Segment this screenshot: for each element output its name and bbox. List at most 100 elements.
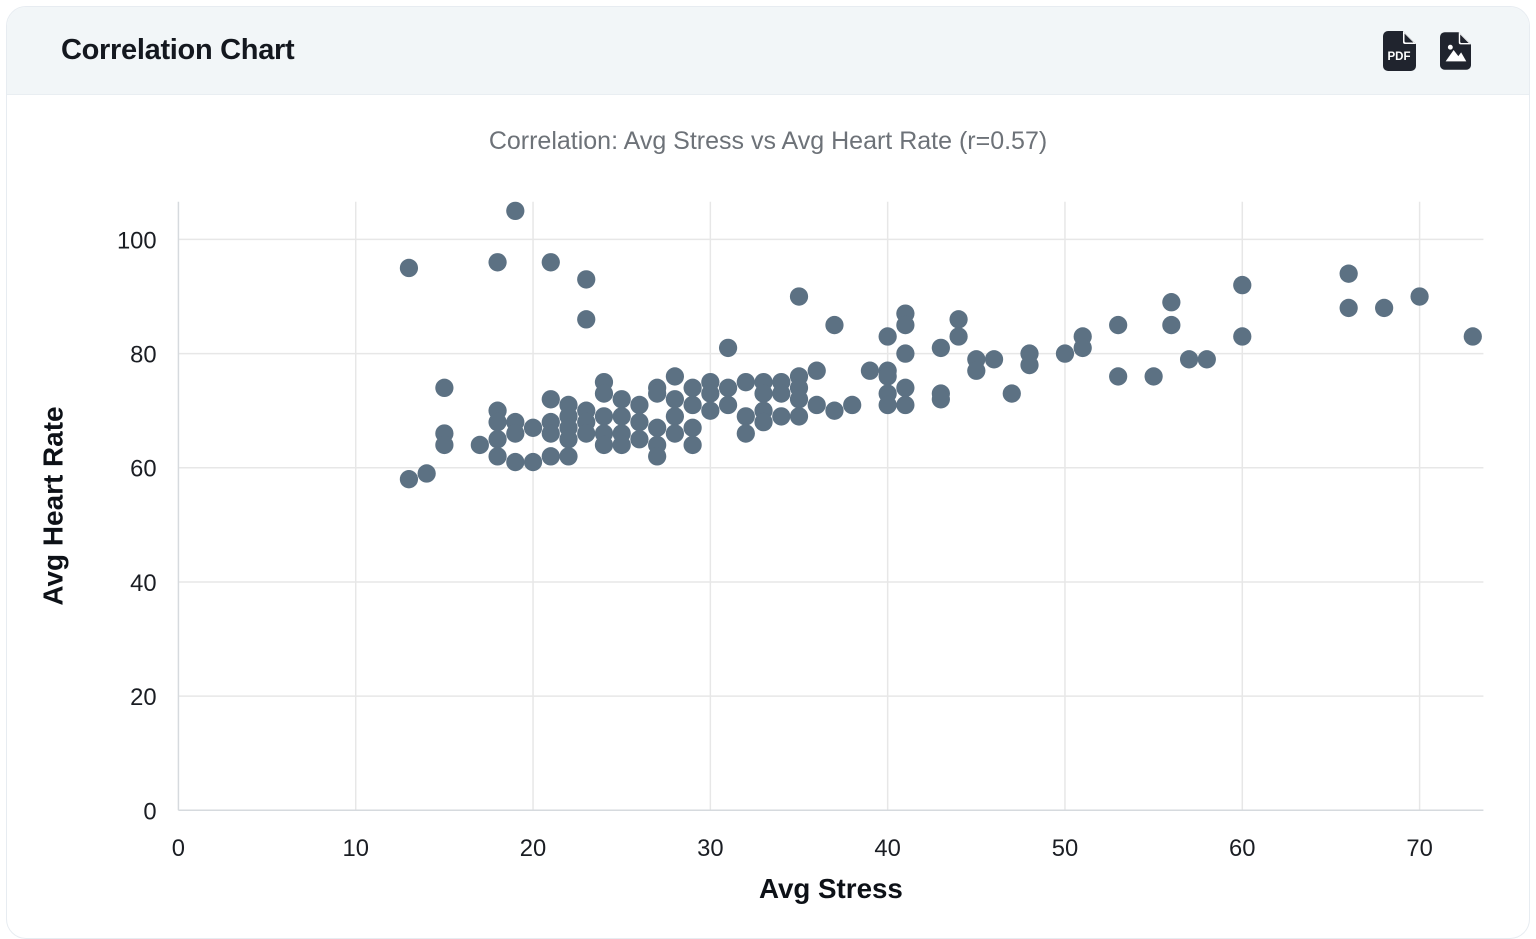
data-point <box>488 412 507 432</box>
data-point <box>789 287 809 306</box>
data-point <box>1339 264 1358 283</box>
data-point <box>665 367 685 386</box>
data-point <box>612 390 631 409</box>
pdf-file-icon: PDF <box>1383 30 1416 71</box>
image-icon-dot <box>1447 44 1453 50</box>
pdf-icon-label: PDF <box>1388 51 1411 63</box>
data-point <box>665 424 685 443</box>
data-point <box>1197 350 1216 369</box>
data-point <box>1233 275 1252 295</box>
data-point <box>559 447 578 466</box>
data-point <box>896 344 915 363</box>
data-point <box>665 390 685 409</box>
data-point <box>435 435 454 455</box>
data-point <box>665 407 685 426</box>
data-point <box>718 395 738 415</box>
x-tick-label: 10 <box>343 835 369 862</box>
y-axis-title: Avg Heart Rate <box>38 406 69 605</box>
data-point <box>878 327 897 346</box>
data-point <box>506 424 525 443</box>
data-point <box>630 395 649 415</box>
data-point <box>1109 315 1128 335</box>
data-point <box>648 384 667 403</box>
y-tick-label: 80 <box>130 342 156 369</box>
data-point <box>417 464 436 483</box>
data-point <box>878 395 897 415</box>
data-point <box>683 395 702 415</box>
data-point <box>1109 367 1128 386</box>
data-point <box>523 418 543 437</box>
data-point <box>541 424 560 443</box>
data-point <box>736 407 755 426</box>
data-point <box>949 310 968 329</box>
data-point <box>523 452 543 472</box>
export-pdf-button[interactable]: PDF <box>1383 30 1416 71</box>
data-point <box>630 412 649 432</box>
data-point <box>541 253 560 272</box>
export-image-button[interactable] <box>1440 31 1471 71</box>
data-point <box>577 424 596 443</box>
data-point <box>843 395 862 415</box>
data-point <box>825 315 844 335</box>
image-icon-mountain <box>1445 49 1467 61</box>
image-file-icon <box>1440 31 1471 70</box>
data-point <box>736 372 755 392</box>
data-point <box>896 378 915 398</box>
data-point <box>825 401 844 420</box>
y-tick-label: 40 <box>130 570 156 597</box>
x-tick-label: 40 <box>874 835 900 862</box>
data-point <box>967 361 986 380</box>
x-tick-labels: 0 10 20 30 40 50 60 70 <box>172 835 1433 862</box>
data-point <box>789 390 809 409</box>
data-point <box>559 430 578 449</box>
data-point <box>789 407 809 426</box>
data-point <box>1144 367 1163 386</box>
gridlines <box>178 201 1484 811</box>
data-point <box>488 447 507 466</box>
data-point <box>683 378 702 398</box>
data-point <box>488 430 507 449</box>
data-point <box>399 258 419 278</box>
x-tick-label: 50 <box>1052 835 1078 862</box>
data-point <box>648 418 667 437</box>
data-point <box>1339 298 1358 318</box>
data-point <box>594 384 614 403</box>
data-point <box>594 407 614 426</box>
y-tick-label: 0 <box>143 798 156 825</box>
data-point <box>878 367 897 386</box>
y-tick-label: 20 <box>130 684 156 711</box>
data-point <box>1073 338 1092 358</box>
data-point <box>931 338 950 358</box>
data-point <box>435 378 454 398</box>
y-tick-label: 60 <box>130 456 156 483</box>
data-point <box>683 435 702 455</box>
data-point <box>1375 298 1394 318</box>
data-point <box>772 407 791 426</box>
data-point <box>984 350 1004 369</box>
data-point <box>701 384 720 403</box>
data-point <box>541 447 560 466</box>
data-point <box>1162 315 1181 335</box>
data-point <box>718 338 738 358</box>
chart-region: Correlation: Avg Stress vs Avg Heart Rat… <box>7 95 1529 938</box>
data-point <box>594 435 614 455</box>
data-point <box>1179 350 1199 369</box>
data-point <box>1162 293 1181 312</box>
data-point <box>896 395 915 415</box>
data-point <box>1002 384 1021 403</box>
card-header: Correlation Chart PDF <box>7 7 1529 95</box>
x-tick-label: 30 <box>697 835 723 862</box>
card-title: Correlation Chart <box>61 34 295 66</box>
x-tick-label: 60 <box>1229 835 1255 862</box>
data-point <box>470 435 489 455</box>
header-actions: PDF <box>1383 30 1471 71</box>
data-point <box>718 378 738 398</box>
data-point <box>399 470 419 489</box>
data-point <box>506 201 525 221</box>
data-point <box>772 384 791 403</box>
data-point <box>630 430 649 449</box>
data-point <box>736 424 755 443</box>
correlation-chart-card: Correlation Chart PDF <box>6 6 1530 939</box>
data-point <box>754 412 773 432</box>
chart-title: Correlation: Avg Stress vs Avg Heart Rat… <box>488 127 1048 155</box>
